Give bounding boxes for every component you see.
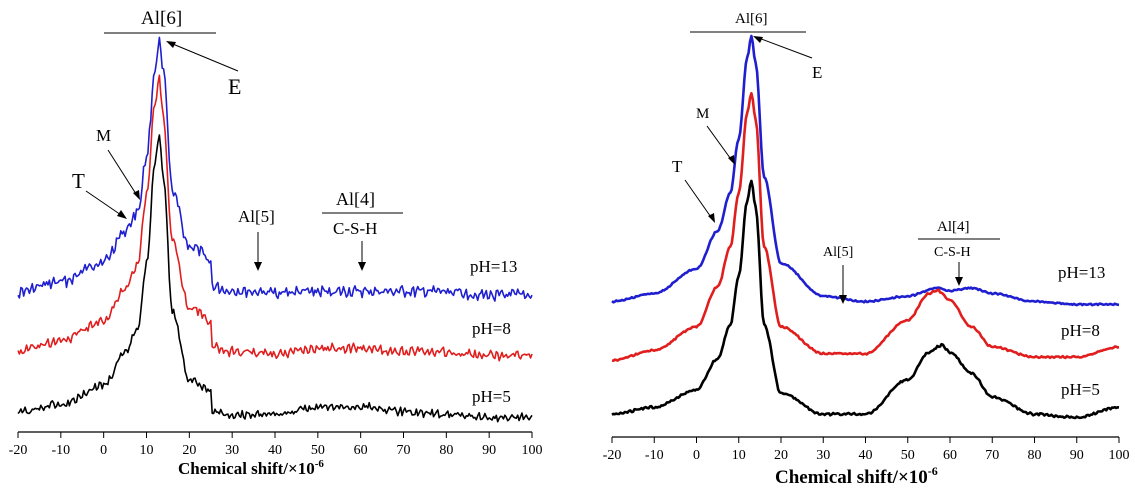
x-tick-label: 50 <box>901 448 915 463</box>
right-csh-arrowhead <box>955 277 963 286</box>
left-panel: -20 -10 0 10 20 30 40 50 60 70 80 90 100 pH=13 pH=8 … <box>9 8 543 478</box>
series-line-ph-13 <box>611 34 1120 307</box>
right-e-arrowhead <box>753 36 763 43</box>
right-m-arrowhead <box>728 155 735 165</box>
right-al5-label: Al[5] <box>823 245 853 260</box>
left-m-label: M <box>96 126 111 145</box>
right-e-arrow <box>755 36 813 59</box>
left-x-ticks: -20 -10 0 10 20 30 40 50 60 70 80 90 100 <box>9 432 543 458</box>
x-tick-label: -20 <box>603 448 622 463</box>
right-curves <box>611 34 1120 420</box>
left-x-axis-title: Chemical shift/×10-6 <box>178 458 324 478</box>
x-tick-label: 90 <box>482 443 496 458</box>
x-tick-label: 0 <box>693 448 700 463</box>
series-line-ph-8 <box>17 74 533 362</box>
left-al5-arrowhead <box>254 262 262 271</box>
left-t-arrow <box>85 190 125 218</box>
right-e-label: E <box>812 63 822 82</box>
x-tick-label: -10 <box>51 443 70 458</box>
x-tick-label: 90 <box>1070 448 1084 463</box>
x-tick-label: 50 <box>311 443 325 458</box>
series-line-ph-13 <box>17 36 533 302</box>
x-tick-label: 80 <box>439 443 453 458</box>
right-t-label: T <box>672 157 683 176</box>
x-tick-label: 70 <box>397 443 411 458</box>
left-al5-label: Al[5] <box>238 207 275 226</box>
x-tick-label: 30 <box>225 443 239 458</box>
series-line-ph-5 <box>611 179 1120 420</box>
left-label-ph8: pH=8 <box>472 319 511 338</box>
x-tick-label: 60 <box>354 443 368 458</box>
right-panel: -20 -10 0 10 20 30 40 50 60 70 80 90 100 pH=13 pH=8 … <box>603 11 1130 488</box>
x-tick-label: 10 <box>140 443 154 458</box>
x-tick-label: 10 <box>732 448 746 463</box>
x-tick-label: 40 <box>859 448 873 463</box>
left-al4-label: Al[4] <box>336 189 375 209</box>
left-label-ph13: pH=13 <box>470 257 517 276</box>
right-label-ph13: pH=13 <box>1058 263 1105 282</box>
left-t-label: T <box>72 169 85 193</box>
right-m-arrow <box>706 125 734 163</box>
left-e-arrow <box>167 41 239 72</box>
series-line-ph-5 <box>17 134 533 423</box>
right-x-ticks: -20 -10 0 10 20 30 40 50 60 70 80 90 100 <box>603 437 1130 463</box>
left-t-arrowhead <box>117 210 127 219</box>
left-al6-label: Al[6] <box>141 8 182 29</box>
right-label-ph5: pH=5 <box>1061 380 1100 399</box>
left-label-ph5: pH=5 <box>472 387 511 406</box>
x-tick-label: 40 <box>268 443 282 458</box>
left-m-arrowhead <box>133 190 140 200</box>
x-tick-label: 0 <box>100 443 107 458</box>
x-tick-label: 20 <box>182 443 196 458</box>
left-m-arrow <box>107 149 139 198</box>
x-tick-label: 100 <box>522 443 543 458</box>
x-tick-label: 20 <box>774 448 788 463</box>
left-csh-label: C-S-H <box>333 219 377 238</box>
left-e-arrowhead <box>166 41 176 48</box>
right-x-axis-title: Chemical shift/×10-6 <box>775 464 938 488</box>
left-csh-arrowhead <box>358 262 366 271</box>
series-line-ph-8 <box>611 92 1120 362</box>
x-tick-label: 80 <box>1028 448 1042 463</box>
left-curves <box>17 36 533 423</box>
right-al5-arrowhead <box>839 295 847 304</box>
x-tick-label: 60 <box>943 448 957 463</box>
x-tick-label: 70 <box>985 448 999 463</box>
right-al6-label: Al[6] <box>735 11 768 27</box>
right-t-arrowhead <box>708 213 715 223</box>
x-tick-label: -10 <box>645 448 664 463</box>
x-tick-label: 100 <box>1109 448 1130 463</box>
right-m-label: M <box>696 106 709 122</box>
left-e-label: E <box>228 74 241 99</box>
right-al4-label: Al[4] <box>937 219 970 235</box>
x-tick-label: 30 <box>816 448 830 463</box>
right-label-ph8: pH=8 <box>1061 321 1100 340</box>
right-csh-label: C-S-H <box>934 245 971 260</box>
x-tick-label: -20 <box>9 443 28 458</box>
right-t-arrow <box>684 179 714 221</box>
